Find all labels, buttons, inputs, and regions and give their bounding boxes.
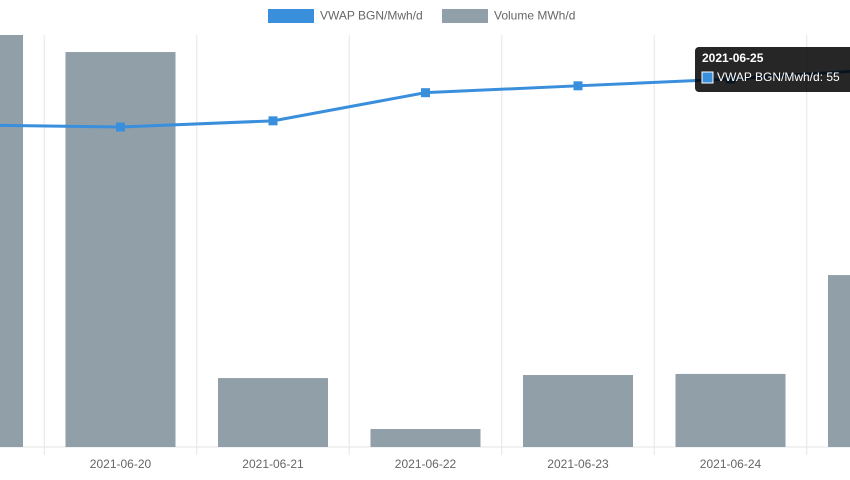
tooltip: 2021-06-25 VWAP BGN/Mwh/d: 55	[695, 47, 850, 92]
legend: VWAP BGN/Mwh/d Volume MWh/d	[268, 9, 575, 23]
bar	[370, 429, 481, 447]
x-tick-label: 2021-06-23	[547, 457, 609, 471]
bar	[828, 275, 850, 447]
legend-label[interactable]: Volume MWh/d	[494, 9, 575, 23]
x-tick-label: 2021-06-22	[395, 457, 457, 471]
legend-label[interactable]: VWAP BGN/Mwh/d	[320, 9, 423, 23]
tooltip-box	[695, 47, 850, 92]
x-tick-label: 2021-06-24	[700, 457, 762, 471]
tooltip-label: VWAP BGN/Mwh/d: 55	[717, 70, 840, 84]
x-tick-label: 2021-06-20	[90, 457, 152, 471]
bar	[523, 375, 633, 447]
tooltip-title: 2021-06-25	[702, 51, 764, 65]
x-tick-label: 2021-06-21	[242, 457, 304, 471]
tooltip-swatch	[701, 71, 714, 84]
legend-swatch[interactable]	[268, 9, 314, 23]
bar	[218, 378, 328, 447]
legend-swatch[interactable]	[442, 9, 488, 23]
point	[573, 81, 583, 91]
bar	[65, 52, 176, 448]
point	[116, 122, 125, 132]
point	[421, 88, 430, 98]
point	[268, 116, 278, 126]
bar	[675, 373, 786, 447]
bar	[0, 35, 23, 447]
